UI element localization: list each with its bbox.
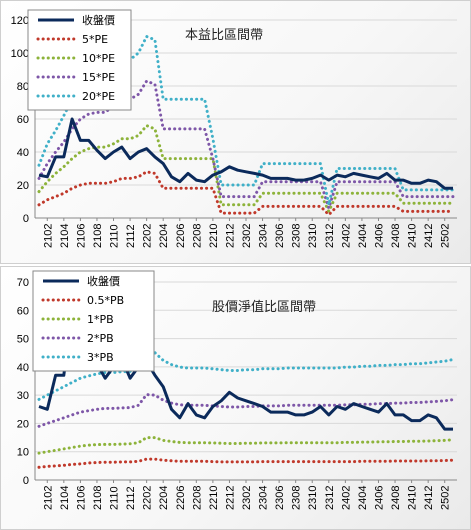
pe-ytick-label: 120 <box>11 15 29 27</box>
pb-band-chart: 0 10 20 30 40 50 60 70 2102 2104 2106 2108 2110 2112 2… <box>17 270 457 510</box>
pb-xtick-label: 2202 <box>142 486 154 510</box>
pb-xtick-label: 2404 <box>357 486 369 510</box>
pe-xtick-label: 2110 <box>109 224 121 248</box>
pb-series-line-2 <box>37 436 455 455</box>
pe-legend-label: 20*PE <box>82 90 115 103</box>
pe-xtick-label: 2308 <box>291 224 303 248</box>
pb-ytick-label: 40 <box>17 362 29 374</box>
pe-ytick-label: 60 <box>17 114 29 126</box>
pe-legend: 收盤價 5*PE 10*PE 15*PE 20*PE <box>27 9 132 111</box>
pe-xtick-label: 2106 <box>75 224 87 248</box>
pb-legend-label: 2*PB <box>87 332 114 345</box>
pb-xtick-label: 2110 <box>109 486 121 510</box>
pe-xtick-label: 2204 <box>158 224 170 248</box>
pb-xtick-label: 2306 <box>274 486 286 510</box>
pb-ytick-label: 0 <box>23 475 29 487</box>
pb-xtick-label: 2302 <box>241 486 253 510</box>
pb-ytick-label: 10 <box>17 447 29 459</box>
pb-legend-label: 0.5*PB <box>87 294 124 307</box>
pe-band-chart-panel: 0 20 40 60 80 100 120 2102 2104 2106 2108 2110 2112 2… <box>0 0 471 264</box>
pb-xtick-label: 2210 <box>208 486 220 510</box>
pb-legend-box <box>32 270 155 372</box>
pb-xtick-label: 2412 <box>423 486 435 510</box>
pb-band-chart-panel: 0 10 20 30 40 50 60 70 2102 2104 2106 2108 2110 2112 2… <box>0 266 471 530</box>
pe-xtick-label: 2206 <box>175 224 187 248</box>
pe-xtick-label: 2406 <box>373 224 385 248</box>
pe-ytick-label: 0 <box>23 213 29 225</box>
pb-legend-label: 3*PB <box>87 351 114 364</box>
pe-ytick-label: 100 <box>11 48 29 60</box>
pb-xtick-label: 2308 <box>291 486 303 510</box>
pb-xtick-label: 2102 <box>42 486 54 510</box>
pb-ytick-label: 20 <box>17 418 29 430</box>
pb-xtick-label: 2408 <box>390 486 402 510</box>
pb-xtick-label: 2104 <box>59 486 71 510</box>
pe-band-chart: 0 20 40 60 80 100 120 2102 2104 2106 2108 2110 2112 2… <box>11 9 457 248</box>
pb-ytick-label: 30 <box>17 390 29 402</box>
pb-legend-label: 收盤價 <box>87 274 120 288</box>
pe-legend-label: 5*PE <box>82 33 108 46</box>
pe-ytick-label: 80 <box>17 81 29 93</box>
pe-xtick-label: 2102 <box>42 224 54 248</box>
pe-xtick-label: 2210 <box>208 224 220 248</box>
pb-xtick-label: 2206 <box>175 486 187 510</box>
pb-xtick-label: 2410 <box>407 486 419 510</box>
pb-series-line-0 <box>38 308 453 431</box>
pb-xtick-label: 2204 <box>158 486 170 510</box>
pe-xtick-label: 2212 <box>224 224 236 248</box>
pe-xtick-label: 2108 <box>92 224 104 248</box>
pb-xtick-label: 2402 <box>340 486 352 510</box>
pe-xtick-label: 2312 <box>324 224 336 248</box>
pe-xtick-label: 2302 <box>241 224 253 248</box>
pb-series-line-4 <box>37 350 455 401</box>
pe-series-line-0 <box>38 117 453 190</box>
pe-xtick-label: 2502 <box>440 224 452 248</box>
pe-legend-label: 收盤價 <box>82 13 115 27</box>
pe-xtick-label: 2410 <box>407 224 419 248</box>
pb-xtick-label: 2312 <box>324 486 336 510</box>
pe-xtick-label: 2404 <box>357 224 369 248</box>
pe-xtick-label: 2408 <box>390 224 402 248</box>
pb-legend: 收盤價 0.5*PB 1*PB 2*PB 3*PB <box>32 270 155 372</box>
pb-ytick-label: 60 <box>17 305 29 317</box>
pb-xtick-label: 2112 <box>125 486 137 510</box>
pb-xtick-label: 2502 <box>440 486 452 510</box>
pe-xtick-label: 2112 <box>125 224 137 248</box>
pe-xtick-label: 2202 <box>142 224 154 248</box>
pb-xtick-label: 2208 <box>191 486 203 510</box>
pb-ytick-label: 50 <box>17 334 29 346</box>
pb-xtick-label: 2212 <box>224 486 236 510</box>
pb-xtick-label: 2310 <box>307 486 319 510</box>
pe-series-line-4 <box>37 35 455 207</box>
pe-xtick-label: 2306 <box>274 224 286 248</box>
pb-xtick-label: 2106 <box>75 486 87 510</box>
pb-ytick-label: 70 <box>17 277 29 289</box>
pe-xtick-label: 2412 <box>423 224 435 248</box>
pe-series-line-2 <box>37 124 455 213</box>
pb-series-line-3 <box>37 393 455 428</box>
pb-series-line-1 <box>37 457 455 469</box>
pe-xtick-label: 2304 <box>258 224 270 248</box>
pe-xtick-label: 2104 <box>59 224 71 248</box>
pe-ytick-label: 40 <box>17 147 29 159</box>
pe-xtick-label: 2208 <box>191 224 203 248</box>
pe-series-line-1 <box>37 170 455 217</box>
pe-legend-box <box>27 9 132 111</box>
pe-chart-title: 本益比區間帶 <box>185 28 263 43</box>
pb-xtick-label: 2108 <box>92 486 104 510</box>
pb-legend-label: 1*PB <box>87 313 114 326</box>
pe-ytick-label: 20 <box>17 180 29 192</box>
pe-xtick-label: 2310 <box>307 224 319 248</box>
pb-xtick-label: 2406 <box>373 486 385 510</box>
pb-chart-title: 股價淨值比區間帶 <box>212 299 316 315</box>
pe-xtick-label: 2402 <box>340 224 352 248</box>
pe-legend-label: 15*PE <box>82 71 115 84</box>
pb-xtick-label: 2304 <box>258 486 270 510</box>
pe-legend-label: 10*PE <box>82 52 115 65</box>
